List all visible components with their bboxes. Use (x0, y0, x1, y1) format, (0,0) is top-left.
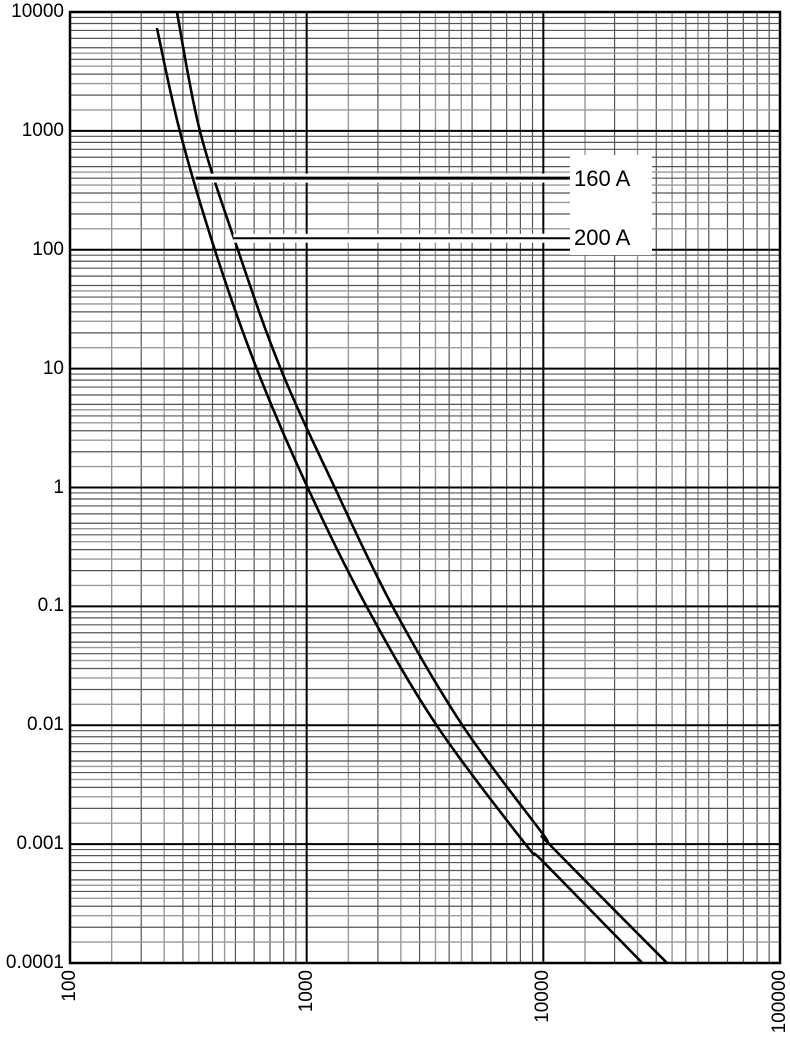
y-tick-label: 10 (42, 357, 64, 379)
y-tick-label: 0.1 (37, 595, 64, 617)
curve-200a (175, 11, 668, 964)
x-tick-label: 1000 (295, 970, 317, 1013)
y-tick-label: 10000 (11, 1, 64, 22)
x-tick-label: 100000 (769, 970, 790, 1034)
curves (155, 11, 668, 964)
x-tick-label: 10000 (532, 970, 554, 1023)
y-tick-label: 0.0001 (5, 952, 64, 973)
x-tick-label: 100 (59, 970, 80, 1002)
curve-label-160a: 160 A (574, 166, 631, 191)
plot-frame (68, 10, 782, 965)
major-grid (69, 11, 781, 964)
y-tick-label: 0.01 (27, 714, 64, 736)
y-tick-label: 0.001 (16, 833, 64, 855)
label-leader-lines (195, 173, 570, 243)
legend-label-box (570, 155, 652, 255)
curve-160a (155, 27, 644, 964)
y-tick-label: 1000 (21, 119, 64, 141)
y-tick-label: 100 (32, 238, 64, 260)
curve-label-200a: 200 A (574, 225, 631, 250)
y-tick-label: 1 (53, 476, 64, 498)
